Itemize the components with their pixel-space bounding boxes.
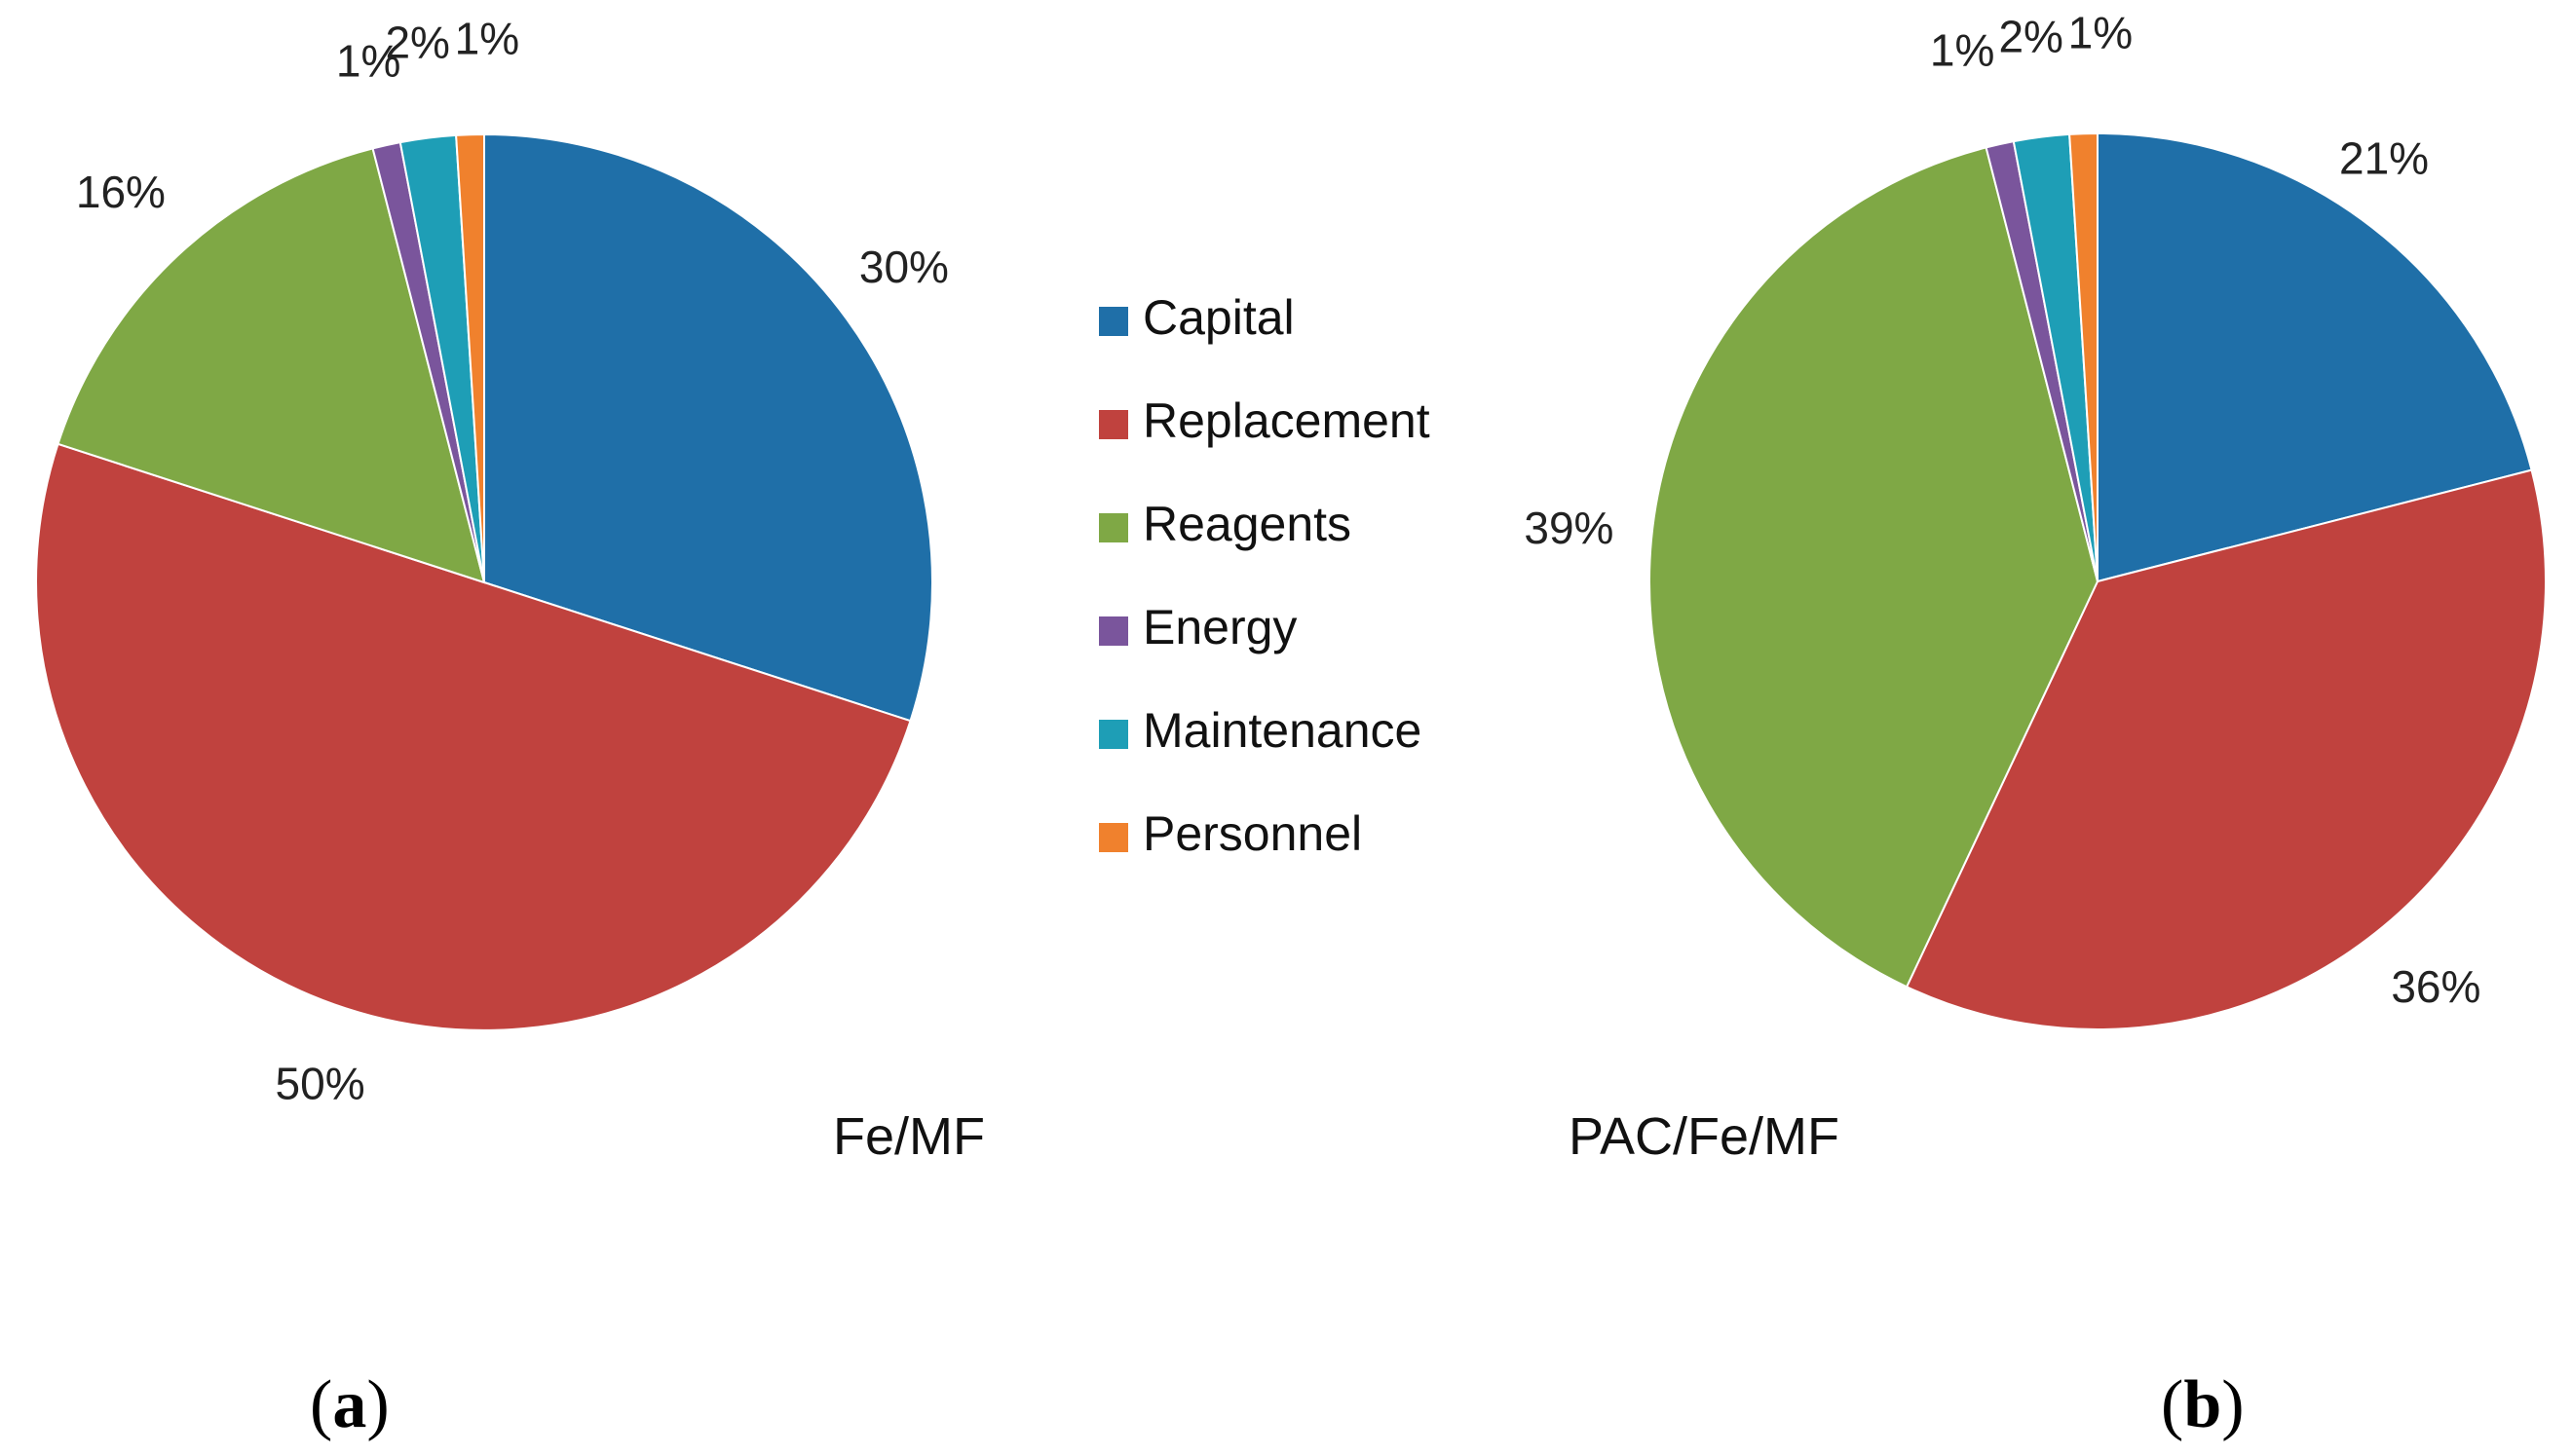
legend-item-reagents: Reagents: [1099, 497, 1351, 551]
data-label-a-personnel: 1%: [455, 13, 519, 63]
legend-swatch-replacement: [1099, 410, 1128, 439]
caption-b: PAC/Fe/MF: [1569, 1107, 1839, 1166]
legend-swatch-personnel: [1099, 823, 1128, 852]
legend-item-energy: Energy: [1099, 600, 1297, 654]
slice-b-replacement: [1905, 468, 2547, 1030]
legend-item-capital: Capital: [1099, 290, 1295, 345]
legend-label-capital: Capital: [1143, 290, 1295, 345]
data-label-b-energy: 1%: [1930, 24, 1994, 75]
legend-swatch-reagents: [1099, 513, 1128, 542]
caption-a: Fe/MF: [833, 1107, 985, 1166]
legend-label-reagents: Reagents: [1143, 497, 1351, 551]
slice-b-reagents: [1648, 146, 2099, 989]
legend-label-personnel: Personnel: [1143, 806, 1362, 861]
data-label-b-personnel: 1%: [2068, 7, 2133, 57]
panel-label-a: (a): [310, 1367, 390, 1442]
data-label-b-capital: 21%: [2339, 133, 2429, 184]
slice-a-reagents: [57, 147, 486, 584]
pie-chart-b: 21% 36% 39% 1% 2% 1%: [1524, 7, 2547, 1030]
panel-letter-a: a: [332, 1367, 366, 1442]
data-label-b-replacement: 36%: [2391, 961, 2480, 1012]
data-label-b-reagents: 39%: [1524, 503, 1613, 553]
legend-swatch-capital: [1099, 307, 1128, 336]
legend-label-energy: Energy: [1143, 600, 1297, 654]
data-label-a-reagents: 16%: [76, 167, 166, 217]
slice-a-capital: [483, 132, 933, 723]
legend-item-replacement: Replacement: [1099, 393, 1430, 448]
slice-b-personnel: [2068, 131, 2099, 582]
slice-a-personnel: [455, 132, 485, 583]
legend-swatch-maintenance: [1099, 720, 1128, 749]
data-label-a-capital: 30%: [859, 242, 949, 292]
data-label-a-energy: 1%: [336, 35, 400, 86]
pie-chart-a: 30% 50% 16% 1%2% 1%: [35, 13, 949, 1108]
legend-item-personnel: Personnel: [1099, 806, 1362, 861]
slice-b-capital: [2097, 131, 2533, 583]
data-label-a-replacement: 50%: [276, 1058, 365, 1108]
slice-a-replacement: [35, 442, 912, 1031]
legend-swatch-energy: [1099, 616, 1128, 646]
data-label-a-maintenance: 2%: [385, 17, 449, 67]
legend-label-maintenance: Maintenance: [1143, 703, 1421, 758]
panel-label-b: (b): [2161, 1367, 2245, 1442]
legend: Capital Replacement Reagents Energy Maintena…: [1099, 290, 1430, 861]
legend-label-replacement: Replacement: [1143, 393, 1430, 448]
legend-item-maintenance: Maintenance: [1099, 703, 1421, 758]
data-label-b-maintenance: 2%: [1998, 11, 2062, 61]
panel-letter-b: b: [2183, 1367, 2221, 1442]
